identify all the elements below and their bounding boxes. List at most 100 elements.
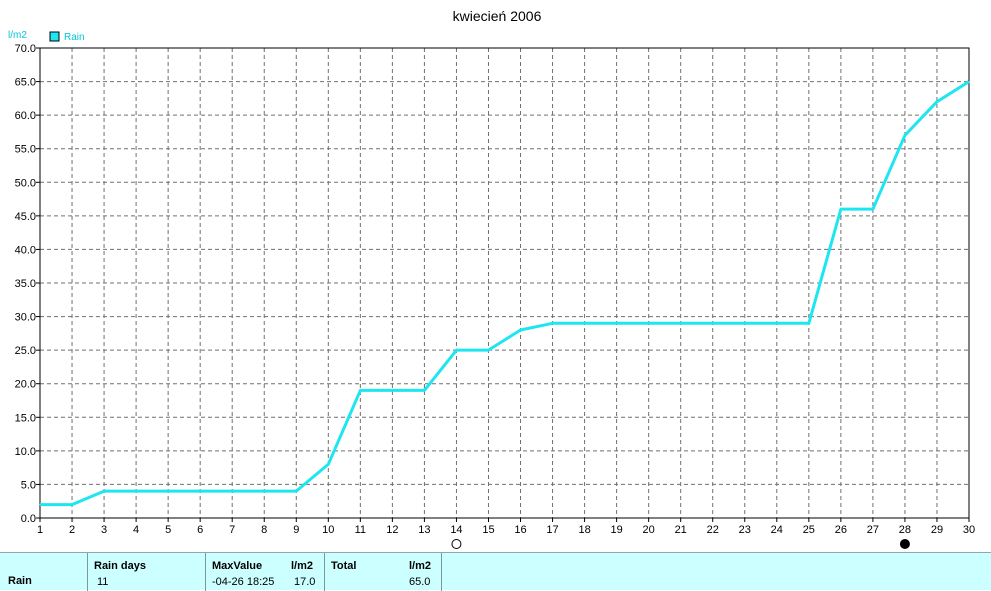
x-tick-label: 16 <box>514 524 526 536</box>
y-tick-label: 15.0 <box>15 412 36 424</box>
x-tick-label: 11 <box>355 524 366 536</box>
x-tick-label: 28 <box>899 524 911 536</box>
stats-row-label: Rain <box>8 575 32 587</box>
x-tick-label: 19 <box>610 524 622 536</box>
x-tick-label: 14 <box>450 524 462 536</box>
data-point <box>584 322 586 324</box>
rain-chart: kwiecień 2006 l/m2 Rain 0.0 5.0 10.0 15.0 20… <box>8 8 975 549</box>
y-tick-label: 55.0 <box>15 144 36 156</box>
legend-swatch <box>49 31 60 42</box>
data-point <box>167 490 169 492</box>
x-tick-label: 6 <box>197 524 203 536</box>
y-tick-label: 30.0 <box>15 312 36 324</box>
data-point <box>904 134 906 136</box>
max-value-date: -04-26 18:25 <box>212 576 275 588</box>
data-point <box>359 389 361 391</box>
rain-days-label: Rain days <box>94 560 146 572</box>
total-unit: l/m2 <box>409 560 432 572</box>
y-tick-label: 50.0 <box>15 177 36 189</box>
data-point <box>776 322 778 324</box>
data-point <box>744 322 746 324</box>
x-tick-label: 27 <box>867 524 879 536</box>
data-point <box>231 490 233 492</box>
x-tick-label: 15 <box>482 524 494 536</box>
data-point <box>39 504 41 506</box>
chart-title: kwiecień 2006 <box>453 8 542 24</box>
max-value-unit: l/m2 <box>291 560 314 572</box>
data-point <box>872 208 874 210</box>
total-label: Total <box>331 560 357 572</box>
y-tick-label: 40.0 <box>15 244 36 256</box>
y-tick-label: 65.0 <box>15 77 36 89</box>
y-tick-label: 10.0 <box>15 446 36 458</box>
series-line-rain <box>40 80 970 507</box>
legend-label: Rain <box>64 32 85 43</box>
plot-frame <box>39 47 970 519</box>
y-tick-label: 25.0 <box>15 345 36 357</box>
x-tick-label: 3 <box>101 524 107 536</box>
data-point <box>520 329 522 331</box>
total-value: 65.0 <box>409 576 431 588</box>
x-tick-label: 30 <box>963 524 975 536</box>
x-tick-label: 21 <box>675 524 687 536</box>
data-point <box>295 490 297 492</box>
y-tick-label: 0.0 <box>21 513 36 525</box>
x-tick-label: 9 <box>293 524 299 536</box>
x-tick-label: 7 <box>229 524 235 536</box>
data-point <box>455 349 457 351</box>
y-tick-label: 35.0 <box>15 278 36 290</box>
data-point <box>487 349 489 351</box>
x-tick-label: 23 <box>739 524 751 536</box>
filled-circle-icon <box>899 539 910 549</box>
data-point <box>968 81 970 83</box>
x-tick-label: 8 <box>261 524 267 536</box>
data-point <box>103 490 105 492</box>
max-value-amount: 17.0 <box>294 576 316 588</box>
x-tick-label: 22 <box>707 524 719 536</box>
rain-days-value: 11 <box>97 576 109 588</box>
data-point <box>263 490 265 492</box>
y-tick-label: 5.0 <box>21 479 36 491</box>
stats-label-cell: Rain <box>0 553 88 591</box>
stats-max-cell: MaxValue l/m2 -04-26 18:25 17.0 <box>206 553 325 591</box>
data-point <box>648 322 650 324</box>
x-tick-label: 12 <box>386 524 398 536</box>
max-value-label: MaxValue <box>212 560 263 572</box>
x-tick-label: 18 <box>578 524 590 536</box>
stats-rain-days-cell: Rain days 11 <box>88 553 206 591</box>
data-point <box>840 208 842 210</box>
stats-total-cell: Total l/m2 65.0 <box>325 553 442 591</box>
data-point <box>199 490 201 492</box>
y-tick-label: 70.0 <box>15 43 36 55</box>
x-tick-label: 17 <box>546 524 558 536</box>
x-tick-label: 5 <box>165 524 171 536</box>
legend: Rain <box>49 31 85 43</box>
x-tick-label: 4 <box>133 524 139 536</box>
x-tick-label: 26 <box>835 524 847 536</box>
x-tick-label: 25 <box>803 524 815 536</box>
y-tick-label: 20.0 <box>15 379 36 391</box>
y-tick-label: 45.0 <box>15 211 36 223</box>
x-tick-label: 10 <box>322 524 334 536</box>
data-point <box>808 322 810 324</box>
data-point <box>71 504 73 506</box>
x-tick-label: 2 <box>69 524 75 536</box>
y-axis-unit: l/m2 <box>8 30 27 41</box>
data-point <box>391 389 393 391</box>
x-tick-label: 1 <box>37 524 43 536</box>
x-tick-label: 13 <box>418 524 430 536</box>
x-tick-label: 24 <box>771 524 783 536</box>
data-point <box>327 463 329 465</box>
stats-bar: Rain Rain days 11 MaxValue l/m2 -04-26 1… <box>0 552 991 591</box>
y-tick-label: 60.0 <box>15 110 36 122</box>
data-point <box>712 322 714 324</box>
data-point <box>680 322 682 324</box>
open-circle-icon <box>451 539 462 549</box>
data-point <box>135 490 137 492</box>
x-tick-label: 29 <box>931 524 943 536</box>
data-point <box>552 322 554 324</box>
data-point <box>936 101 938 103</box>
data-point <box>616 322 618 324</box>
x-tick-label: 20 <box>643 524 655 536</box>
data-point <box>423 389 425 391</box>
